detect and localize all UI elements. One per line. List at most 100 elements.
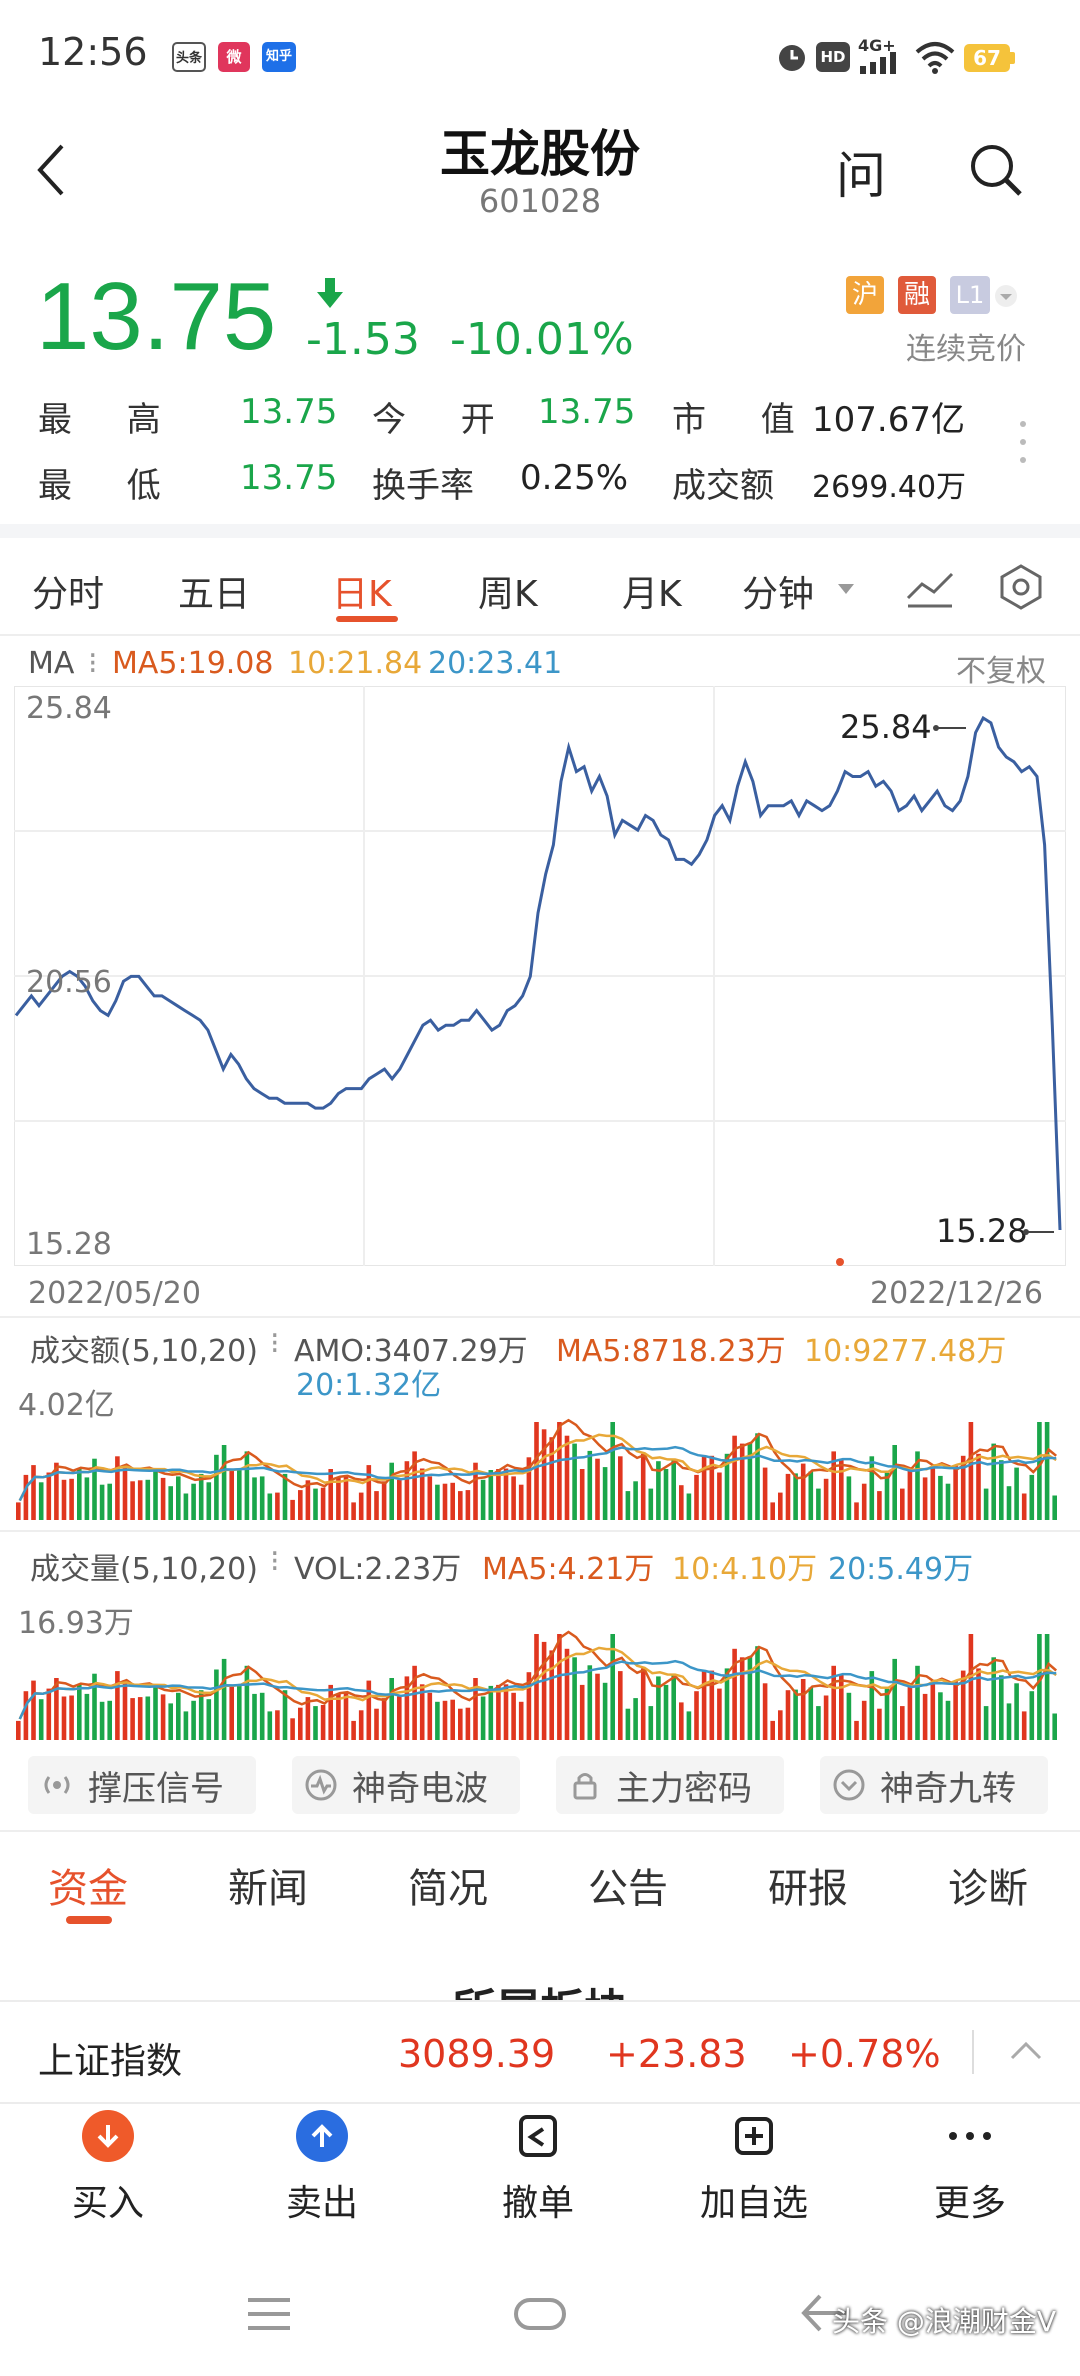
tab-news[interactable]: 新闻 [228,1866,308,1912]
ma-menu-dots[interactable]: ⁝ [88,646,98,681]
volume-bar [854,1502,859,1520]
amount-chart[interactable] [14,1416,1066,1520]
tab-intraday[interactable]: 分时 [32,574,105,615]
chevron-down-icon[interactable] [992,284,1020,308]
volume-bar [602,1682,608,1740]
volume-bar [77,1469,82,1520]
tab-capital[interactable]: 资金 [48,1866,128,1912]
volume-bar [686,1711,692,1740]
toutiao-app-icon: 头条 [172,42,206,72]
tab-monthly-k[interactable]: 月K [622,574,682,615]
volume-bar [61,1479,67,1520]
add-watchlist-button[interactable]: 加自选 [684,2110,824,2226]
volume-bar [846,1476,852,1520]
lock-icon [573,1773,597,1800]
panel-divider [0,1530,1080,1532]
stock-header: 玉龙股份 601028 问 [0,110,1080,240]
level1-tag[interactable]: L1 [950,276,990,314]
amount-label: 成交额 [672,466,774,506]
menu-icon[interactable] [246,2294,292,2334]
tab-diagnosis[interactable]: 诊断 [948,1866,1028,1912]
adjust-mode[interactable]: 不复权 [956,654,1046,689]
amount-value: 2699.40万 [812,470,967,505]
low-label: 最 低 [38,466,183,506]
tab-minute[interactable]: 分钟 [742,574,815,615]
volume-ma10-line [18,1646,1057,1720]
volume-bar [237,1685,242,1740]
volume-bar [1006,1703,1012,1740]
sell-button[interactable]: 卖出 [252,2110,392,2226]
settings-hexagon-icon[interactable] [996,562,1046,612]
volume-bar [511,1692,516,1740]
weibo-app-icon: 微 [218,42,250,72]
volume-bar [176,1692,181,1740]
chevron-up-icon[interactable] [1008,2038,1044,2064]
main-force-code-button[interactable]: 主力密码 [556,1756,784,1814]
tab-announcements[interactable]: 公告 [588,1866,668,1912]
volume-bar [557,1422,562,1520]
volume-bar [115,1456,120,1520]
back-arrow-icon[interactable] [30,140,70,200]
volume-bar [267,1493,273,1520]
back-nav-icon[interactable] [800,2290,850,2336]
volume-bar [1014,1467,1019,1520]
volume-bar [435,1701,440,1740]
home-icon[interactable] [512,2294,568,2334]
amount-menu-dots[interactable]: ⁝ [270,1326,280,1361]
volume-bar [1044,1634,1050,1740]
tab-five-day[interactable]: 五日 [178,574,251,615]
ask-question-button[interactable]: 问 [836,147,886,205]
magic-wave-button[interactable]: 神奇电波 [292,1756,520,1814]
volume-bar [221,1445,227,1520]
volume-bar [23,1474,29,1520]
volume-bar [252,1477,257,1520]
volume-bar [579,1469,585,1520]
more-button[interactable]: 更多 [900,2110,1040,2226]
volume-bar [732,1435,737,1520]
volume-bar [503,1468,509,1520]
volume-bar [366,1680,372,1740]
buy-button[interactable]: 买入 [38,2110,178,2226]
volume-bar [244,1665,250,1740]
volume-bar [23,1691,29,1740]
volume-bar [572,1657,577,1740]
volume-bar [290,1718,295,1740]
volume-bar [191,1700,196,1740]
volume-bar [991,1657,996,1740]
event-dot [836,1258,844,1266]
tab-overview[interactable]: 简况 [408,1866,488,1912]
minute-dropdown-icon[interactable] [836,582,856,596]
more-vertical-icon[interactable] [1016,418,1030,468]
volume-chart[interactable] [14,1628,1066,1740]
volume-bar [579,1684,585,1740]
volume-bar [290,1499,295,1520]
chart-style-icon[interactable] [904,566,956,610]
volume-bar [793,1473,798,1520]
volume-bar [198,1690,204,1740]
support-resistance-button[interactable]: 撑压信号 [28,1756,256,1814]
cancel-order-button[interactable]: 撤单 [468,2110,608,2226]
volume-bar [137,1697,143,1740]
search-icon[interactable] [966,140,1026,200]
amount-ma5-line [18,1418,1057,1502]
volume-menu-dots[interactable]: ⁝ [270,1544,280,1579]
volume-bar [397,1479,402,1520]
tab-research[interactable]: 研报 [768,1866,848,1912]
amount-ma20-line [18,1445,1057,1502]
volume-bar [389,1678,394,1740]
tab-daily-k[interactable]: 日K [332,574,392,615]
price-chart[interactable]: 25.84 20.56 15.28 25.84 15.28 [14,686,1066,1266]
volume-bar [747,1442,753,1520]
index-bar[interactable]: 上证指数 3089.39 +23.83 +0.78% [0,2000,1080,2104]
volume-bar [663,1469,669,1520]
index-name: 上证指数 [38,2041,183,2082]
volume-bar [77,1684,82,1740]
volume-bar [389,1462,394,1520]
margin-tag: 融 [898,276,936,314]
volume-bar [877,1708,882,1740]
tab-weekly-k[interactable]: 周K [478,574,538,615]
magic-nine-button[interactable]: 神奇九转 [820,1756,1048,1814]
current-price: 13.75 [36,263,277,370]
add-watchlist-label: 加自选 [699,2183,808,2224]
volume-bar [137,1480,143,1520]
